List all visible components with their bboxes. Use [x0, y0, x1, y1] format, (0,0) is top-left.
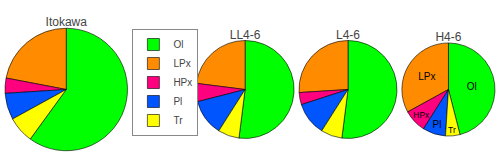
svg-text:LL4-6: LL4-6 — [230, 28, 261, 42]
svg-text:Pl: Pl — [432, 119, 441, 130]
svg-text:HPx: HPx — [173, 77, 192, 88]
svg-text:HPx: HPx — [413, 110, 430, 120]
svg-text:Tr: Tr — [448, 125, 456, 135]
svg-text:Ol: Ol — [467, 81, 477, 92]
svg-text:Itokawa: Itokawa — [46, 15, 88, 29]
svg-text:LPx: LPx — [418, 71, 435, 82]
svg-text:Ol: Ol — [173, 39, 183, 50]
svg-text:Pl: Pl — [173, 96, 182, 107]
svg-text:LPx: LPx — [173, 58, 190, 69]
svg-text:Tr: Tr — [173, 115, 183, 126]
svg-text:H4-6: H4-6 — [435, 30, 461, 44]
svg-text:L4-6: L4-6 — [336, 28, 360, 42]
